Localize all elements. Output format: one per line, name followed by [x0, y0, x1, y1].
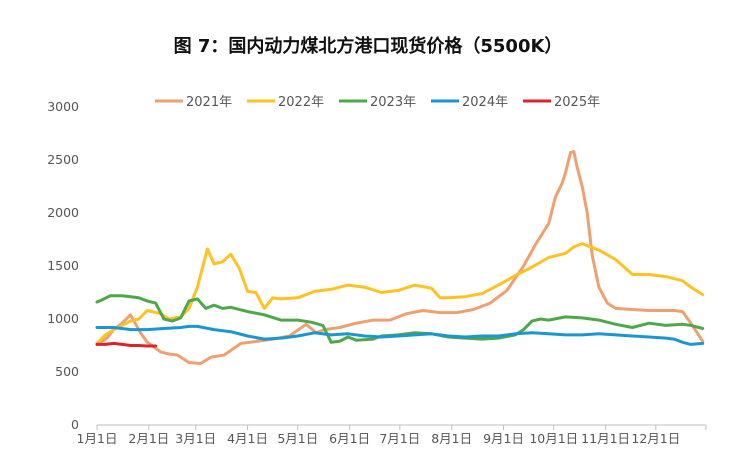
legend-label: 2023年	[370, 95, 416, 110]
x-tick-label: 6月1日	[329, 431, 370, 446]
y-tick-label: 0	[71, 417, 79, 432]
series-line-2021年	[95, 150, 705, 365]
legend-label: 2025年	[554, 95, 600, 110]
series-line-2023年	[95, 294, 705, 344]
x-tick-label: 1月1日	[77, 431, 118, 446]
series-line-2025年	[95, 341, 158, 348]
x-tick-label: 5月1日	[277, 431, 318, 446]
legend-label: 2021年	[186, 95, 232, 110]
y-tick-label: 500	[55, 364, 79, 379]
y-tick-label: 3000	[47, 99, 79, 114]
y-tick-label: 1500	[47, 258, 79, 273]
legend-label: 2024年	[462, 95, 508, 110]
series-group	[95, 150, 705, 365]
x-tick-label: 12月1日	[631, 431, 680, 446]
x-tick-label: 3月1日	[175, 431, 216, 446]
x-tick-label: 11月1日	[581, 431, 630, 446]
x-tick-label: 7月1日	[379, 431, 420, 446]
y-axis: 0 500 1000 1500 2000 2500 3000	[47, 99, 79, 432]
legend-label: 2022年	[278, 95, 324, 110]
chart-title: 图 7：国内动力煤北方港口现货价格（5500K）	[174, 35, 563, 57]
y-tick-label: 1000	[47, 311, 79, 326]
x-tick-label: 10月1日	[529, 431, 578, 446]
y-tick-label: 2000	[47, 205, 79, 220]
x-tick-label: 4月1日	[227, 431, 268, 446]
series-line-2022年	[95, 242, 705, 345]
x-tick-label: 9月1日	[483, 431, 524, 446]
y-tick-label: 2500	[47, 152, 79, 167]
x-tick-label: 8月1日	[431, 431, 472, 446]
x-axis: 1月1日 2月1日 3月1日 4月1日 5月1日 6月1日 7月1日 8月1日 9月1日 10月1…	[77, 425, 707, 446]
x-tick-label: 2月1日	[128, 431, 169, 446]
legend: 2021年 2022年 2023年 2024年 2025年	[155, 95, 600, 110]
series-line-2024年	[95, 324, 705, 346]
